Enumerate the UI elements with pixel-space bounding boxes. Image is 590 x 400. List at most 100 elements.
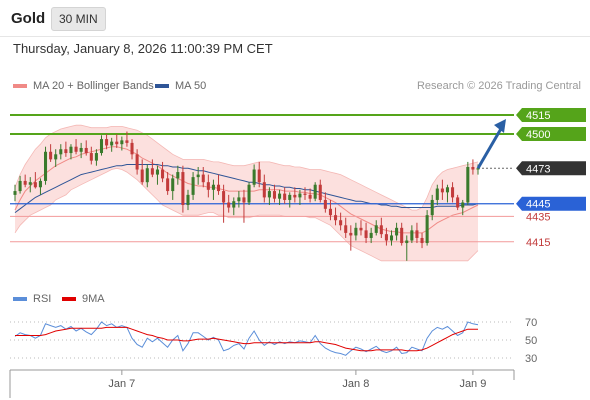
candle-body — [328, 208, 332, 216]
candle-body — [369, 232, 373, 238]
bollinger-band-area — [15, 125, 478, 261]
candle-body — [349, 232, 353, 236]
level-tag-bg — [516, 196, 586, 211]
candle-body — [18, 180, 22, 192]
candle-body — [313, 184, 317, 199]
candle-body — [420, 237, 424, 244]
level-label-4445: 4445 — [526, 199, 550, 211]
candle-body — [44, 151, 48, 181]
candle-body — [38, 180, 42, 188]
candle-body — [262, 182, 266, 198]
candle-body — [227, 202, 231, 208]
candle-body — [196, 174, 200, 178]
candle-body — [283, 193, 287, 200]
level-tag-4473: 4473 — [516, 161, 586, 176]
candle-body — [89, 153, 93, 161]
candle-body — [400, 227, 404, 244]
candle-body — [28, 182, 32, 185]
legend-bollinger: MA 20 + Bollinger Bands — [13, 80, 154, 92]
candle-body — [364, 230, 368, 238]
level-tag-bg — [516, 108, 586, 123]
candle-body — [237, 197, 241, 202]
candle-body — [374, 225, 378, 233]
candle-body — [84, 147, 88, 154]
chart-datetime: Thursday, January 8, 2026 11:00:39 PM CE… — [13, 41, 273, 56]
candle-body — [171, 178, 175, 192]
candle-body — [247, 184, 251, 203]
bollinger-upper-line — [14, 124, 479, 211]
candle-body — [232, 201, 236, 208]
level-label-4500: 4500 — [526, 129, 550, 141]
level-tag-4445: 4445 — [516, 196, 586, 211]
candle-body — [211, 184, 215, 190]
level-tag-bg — [516, 127, 586, 142]
candle-body — [140, 169, 144, 183]
candle-body — [334, 215, 338, 221]
forecast-arrow-shaft — [476, 126, 504, 170]
level-tag-bg — [516, 161, 586, 176]
candle-body — [359, 227, 363, 231]
candle-body — [176, 172, 180, 179]
candle-body — [252, 169, 256, 185]
legend-rsi-label: RSI — [33, 293, 52, 305]
rsi-series-9ma — [15, 326, 478, 352]
x-tick-label: Jan 9 — [459, 378, 486, 390]
candle-body — [130, 142, 134, 155]
candle-body — [272, 191, 277, 199]
candle-body — [150, 168, 154, 175]
candle-body — [105, 139, 109, 146]
ma50-line — [14, 164, 479, 214]
candle-body — [461, 202, 465, 208]
candle-body — [379, 225, 383, 235]
rsi-tick-70: 70 — [525, 317, 537, 329]
candle-body — [476, 168, 480, 170]
candle-body — [181, 172, 185, 206]
ma9-swatch — [62, 297, 76, 301]
candle-body — [435, 188, 439, 200]
level-label-4415: 4415 — [526, 237, 550, 249]
bollinger-lower-line — [14, 167, 479, 262]
candle-body — [384, 234, 388, 241]
candle-body — [79, 147, 83, 152]
legend-ma50: MA 50 — [155, 80, 206, 92]
candle-body — [49, 151, 53, 160]
x-tick-label: Jan 8 — [342, 378, 369, 390]
candle-body — [278, 193, 282, 199]
candle-body — [308, 194, 312, 199]
candle-body — [161, 169, 165, 179]
candle-body — [69, 146, 73, 154]
candle-body — [440, 188, 444, 193]
level-label-4473: 4473 — [526, 163, 550, 175]
level-label-4435: 4435 — [526, 211, 550, 223]
candle-body — [99, 139, 104, 154]
instrument-title: Gold — [11, 10, 46, 27]
candle-body — [135, 154, 139, 170]
candle-body — [410, 230, 414, 241]
candle-body — [206, 182, 210, 190]
candle-body — [155, 169, 159, 175]
candle-body — [120, 140, 124, 145]
candle-body — [216, 184, 221, 192]
candle-body — [54, 154, 58, 160]
candle-body — [64, 149, 68, 154]
level-tag-4500: 4500 — [516, 127, 586, 142]
candle-body — [471, 166, 475, 170]
candle-body — [389, 235, 394, 241]
candle-body — [344, 225, 348, 233]
legend-bollinger-label: MA 20 + Bollinger Bands — [33, 80, 154, 92]
candle-body — [33, 182, 37, 188]
level-label-4515: 4515 — [526, 110, 550, 122]
candle-body — [166, 178, 170, 192]
candle-body — [456, 197, 460, 208]
rsi-tick-30: 30 — [525, 353, 537, 365]
candle-body — [445, 187, 449, 193]
rsi-swatch — [13, 297, 27, 301]
candle-body — [191, 177, 195, 195]
candle-body — [222, 191, 226, 203]
timeframe-badge[interactable]: 30 MIN — [51, 7, 106, 31]
candle-body — [59, 149, 63, 155]
candle-body — [354, 227, 358, 236]
candle-body — [293, 194, 297, 198]
copyright-text: Research © 2026 Trading Central — [416, 80, 581, 92]
